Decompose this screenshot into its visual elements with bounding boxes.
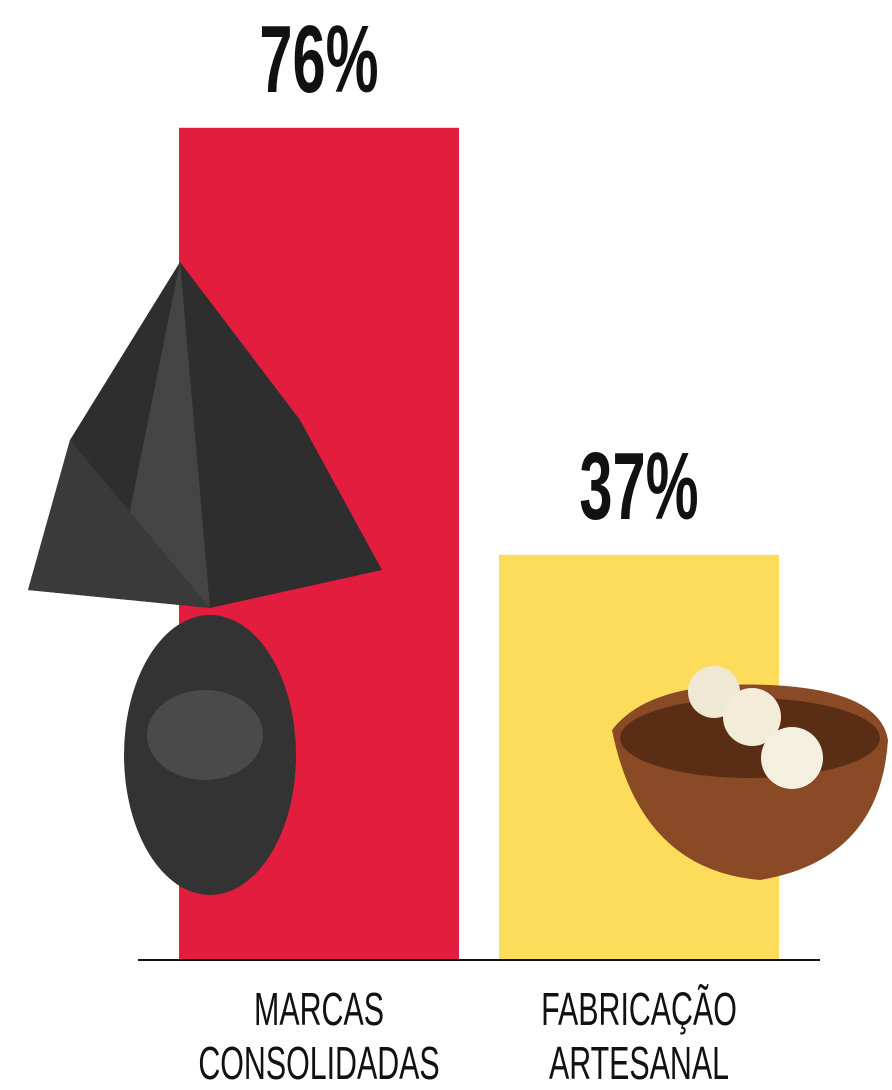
x-tick-label: FABRICAÇÃO ARTESANAL — [541, 983, 737, 1089]
value-label: 37% — [579, 432, 699, 540]
value-label: 76% — [259, 5, 379, 113]
x-tick-label: MARCAS CONSOLIDADAS — [198, 983, 440, 1089]
chocolate-egg-illustration — [612, 666, 888, 880]
wrapped-egg-illustration — [28, 262, 382, 895]
